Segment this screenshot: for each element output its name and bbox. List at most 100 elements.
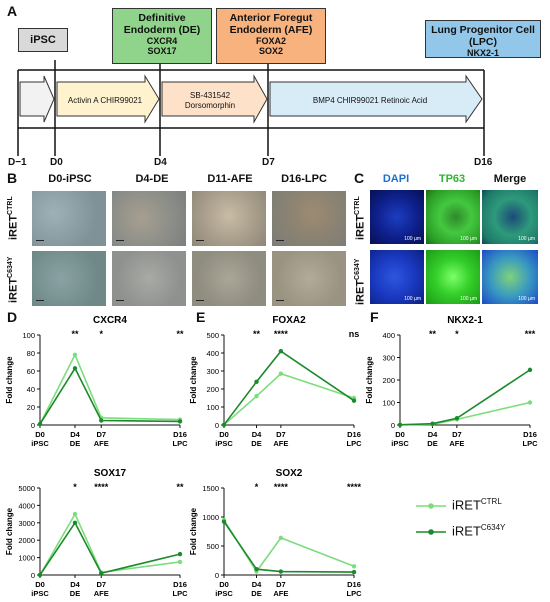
y-axis-label: Fold change (189, 356, 198, 404)
col-header-d4: D4-DE (135, 173, 169, 185)
significance-mark: ** (176, 329, 184, 339)
timeline-diagram (17, 60, 485, 156)
data-point-c634y (221, 519, 227, 524)
x-tick-label: D7 (452, 430, 462, 439)
micrograph-c634y-d0 (32, 251, 106, 306)
micrograph-c634y-d11 (192, 251, 266, 306)
x-tick-label: LPC (173, 589, 189, 598)
data-point-c634y (430, 421, 435, 426)
micrograph-ctrl-d16 (272, 191, 346, 246)
significance-mark: ** (253, 329, 261, 339)
x-tick-label: D0 (35, 430, 45, 439)
y-tick-label: 200 (382, 376, 395, 385)
data-point-ctrl (254, 394, 259, 399)
x-tick-label: D4 (70, 430, 80, 439)
y-tick-label: 40 (27, 385, 35, 394)
significance-mark: **** (94, 482, 109, 492)
x-tick-label: D7 (276, 580, 286, 589)
series-line-ctrl (39, 512, 181, 576)
panel-label-c: C (354, 170, 365, 186)
data-point-c634y (72, 520, 78, 525)
x-tick-label: LPC (347, 439, 363, 448)
scale-bar (196, 240, 204, 241)
treatment-sb-text2: Dorsomorphin (184, 101, 236, 110)
data-point-c634y (254, 379, 259, 384)
chart-3: SOX17 0 1000 2000 3000 4000 5000 Fold change D0i… (5, 468, 188, 598)
micrograph-ctrl-d11 (192, 191, 266, 246)
treatment-bmp4-text: BMP4 CHIR99021 Retinoic Acid (312, 96, 428, 105)
x-tick-label: iPSC (391, 439, 409, 448)
y-tick-label: 100 (22, 331, 35, 340)
panel-label-a: A (7, 3, 18, 19)
x-tick-label: AFE (273, 589, 288, 598)
legend-marker-ctrl (428, 503, 434, 509)
x-tick-label: D16 (173, 580, 187, 589)
chart-title: FOXA2 (272, 315, 306, 326)
x-tick-label: D0 (219, 430, 229, 439)
legend-label-ctrl: iRETCTRL (452, 497, 502, 513)
lpc-box: Lung Progenitor Cell (LPC) NKX2-1 (425, 20, 541, 58)
col-header-tp63: TP63 (438, 173, 466, 185)
x-tick-label: DE (251, 439, 261, 448)
x-tick-label: AFE (449, 439, 464, 448)
y-tick-label: 2000 (18, 536, 35, 545)
y-tick-label: 400 (206, 349, 219, 358)
data-point-c634y (351, 569, 357, 575)
fluor-merge-ctrl: 100 µm (482, 190, 538, 244)
scale-label: 100 µm (460, 236, 477, 242)
y-tick-label: 60 (27, 367, 35, 376)
chart-title: SOX17 (94, 468, 127, 479)
de-marker1: CXCR4 (146, 36, 178, 46)
x-tick-label: DE (70, 439, 80, 448)
x-tick-label: AFE (94, 439, 109, 448)
y-axis-label: Fold change (5, 356, 14, 404)
series-line-c634y (39, 521, 181, 576)
de-box: Definitive Endoderm (DE) CXCR4 SOX17 (112, 8, 212, 64)
de-title2: Endoderm (DE) (123, 24, 201, 36)
lpc-title1: Lung Progenitor Cell (431, 24, 535, 36)
y-tick-label: 100 (206, 403, 219, 412)
significance-mark: **** (274, 482, 289, 492)
legend-swatches (416, 503, 446, 535)
data-point-c634y (278, 569, 284, 574)
series-line-ctrl (39, 352, 181, 425)
de-marker2: SOX17 (147, 46, 177, 56)
day-label: D−1 (8, 157, 27, 168)
significance-mark: **** (347, 482, 362, 492)
micrograph-ctrl-d0 (32, 191, 106, 246)
y-tick-label: 0 (215, 571, 219, 580)
data-point-c634y (254, 567, 259, 572)
x-tick-label: D4 (252, 580, 262, 589)
fluor-dapi-ctrl: 100 µm (370, 190, 424, 244)
afe-title1: Anterior Foregut (229, 12, 313, 24)
y-tick-label: 300 (206, 367, 219, 376)
x-tick-label: AFE (273, 439, 288, 448)
x-tick-label: LPC (523, 439, 539, 448)
x-tick-label: D4 (428, 430, 438, 439)
x-tick-label: DE (70, 589, 80, 598)
x-tick-label: D0 (35, 580, 45, 589)
chart-title: NKX2-1 (447, 315, 483, 326)
treatment-sb: SB-431542 Dorsomorphin (164, 84, 256, 118)
y-tick-label: 200 (206, 385, 219, 394)
ipsc-box: iPSC (18, 28, 68, 52)
col-header-d16: D16-LPC (281, 173, 327, 185)
y-tick-label: 3000 (18, 519, 35, 528)
x-tick-label: D7 (96, 580, 106, 589)
ipsc-label: iPSC (30, 34, 56, 46)
micrograph-c634y-d4 (112, 251, 186, 306)
panel-label-d: D (7, 309, 18, 325)
day-label: D7 (262, 157, 275, 168)
afe-box: Anterior Foregut Endoderm (AFE) FOXA2 SO… (216, 8, 326, 64)
scale-label: 100 µm (404, 296, 421, 302)
afe-marker2: SOX2 (258, 46, 283, 56)
x-tick-label: iPSC (215, 439, 233, 448)
lpc-marker1: NKX2-1 (466, 48, 499, 58)
x-tick-label: D16 (523, 430, 537, 439)
data-point-c634y (37, 572, 43, 578)
scale-bar (196, 300, 204, 301)
x-tick-label: D4 (70, 580, 80, 589)
panel-label-e: E (196, 309, 206, 325)
x-tick-label: iPSC (31, 589, 49, 598)
